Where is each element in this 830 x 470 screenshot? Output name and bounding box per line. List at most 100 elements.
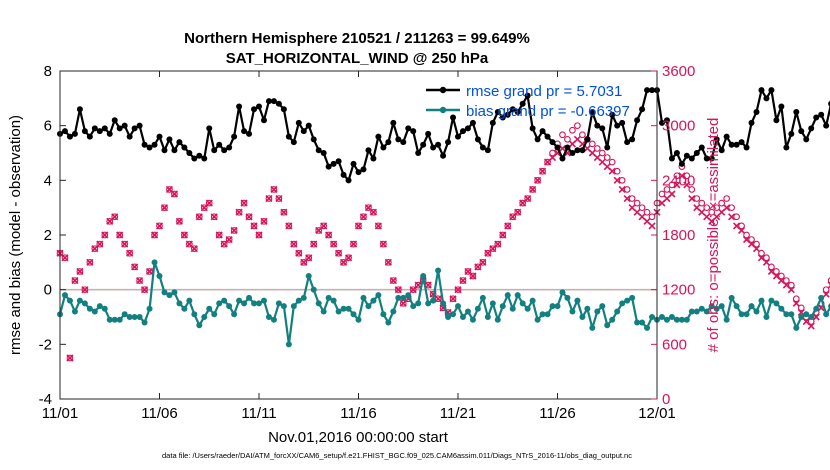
rmse-point bbox=[509, 106, 516, 113]
rmse-point bbox=[683, 152, 690, 159]
rmse-point bbox=[663, 117, 670, 124]
obs-possible-marker bbox=[603, 154, 611, 161]
obs-assimilated-marker bbox=[225, 235, 233, 244]
obs-possible-marker bbox=[668, 181, 676, 189]
bias-point bbox=[280, 303, 287, 310]
obs-assimilated-marker bbox=[369, 208, 377, 216]
bias-point bbox=[599, 303, 606, 310]
obs-assimilated-marker bbox=[623, 194, 631, 203]
bias-point bbox=[793, 324, 800, 331]
bias-point bbox=[624, 297, 631, 304]
rmse-point bbox=[440, 152, 447, 159]
rmse-point bbox=[410, 128, 417, 135]
bias-point bbox=[370, 297, 377, 304]
obs-possible-marker bbox=[200, 204, 208, 212]
bias-point bbox=[136, 314, 143, 320]
rmse-point bbox=[171, 147, 178, 154]
bias-point bbox=[748, 303, 755, 310]
obs-assimilated-marker bbox=[310, 240, 318, 248]
obs-assimilated-stroke bbox=[295, 249, 303, 257]
bias-point bbox=[455, 303, 461, 310]
obs-assimilated-stroke bbox=[782, 281, 790, 289]
obs-assimilated-stroke bbox=[504, 222, 512, 230]
obs-assimilated-stroke bbox=[290, 240, 298, 248]
rmse-point bbox=[300, 128, 307, 135]
obs-possible-marker bbox=[86, 258, 94, 266]
rmse-point bbox=[718, 147, 725, 154]
rmse-point bbox=[450, 114, 457, 121]
obs-assimilated-marker bbox=[265, 194, 273, 203]
rmse-point bbox=[514, 109, 521, 115]
rmse-point bbox=[818, 111, 825, 118]
obs-assimilated-marker bbox=[280, 208, 288, 216]
obs-possible-marker bbox=[375, 222, 382, 230]
rmse-point bbox=[400, 139, 407, 146]
bias-point bbox=[514, 292, 521, 299]
obs-assimilated-stroke bbox=[802, 317, 810, 326]
obs-possible-marker bbox=[564, 135, 571, 143]
obs-assimilated-stroke bbox=[230, 226, 238, 235]
obs-assimilated-stroke bbox=[628, 204, 636, 212]
bias-point bbox=[639, 319, 646, 326]
obs-assimilated-stroke bbox=[250, 222, 258, 230]
obs-assimilated-stroke bbox=[185, 240, 193, 248]
rmse-point bbox=[564, 144, 571, 151]
rmse-point bbox=[415, 150, 422, 156]
obs-possible-marker bbox=[559, 131, 566, 139]
bias-point bbox=[703, 308, 710, 315]
obs-assimilated-stroke bbox=[116, 231, 124, 239]
obs-possible-marker bbox=[240, 199, 248, 207]
obs-assimilated-marker bbox=[235, 208, 243, 216]
obs-possible-marker bbox=[449, 295, 457, 303]
rmse-point bbox=[579, 147, 586, 154]
bias-point bbox=[260, 297, 267, 304]
bias-point bbox=[385, 319, 392, 326]
obs-assimilated-stroke bbox=[364, 204, 373, 212]
rmse-point bbox=[823, 122, 830, 129]
obs-assimilated-marker bbox=[71, 276, 79, 285]
obs-assimilated-stroke bbox=[210, 213, 218, 221]
bias-point bbox=[499, 303, 506, 310]
obs-assimilated-marker bbox=[394, 286, 402, 294]
obs-assimilated-stroke bbox=[359, 213, 368, 221]
obs-possible-marker bbox=[161, 204, 168, 212]
rmse-point bbox=[469, 119, 476, 126]
obs-assimilated-stroke bbox=[270, 185, 278, 194]
rmse-point bbox=[430, 144, 437, 151]
obs-assimilated-marker bbox=[136, 276, 144, 285]
obs-assimilated-marker bbox=[618, 185, 626, 194]
rmse-point bbox=[325, 163, 332, 170]
y-axis-label-left: rmse and bias (model - observation) bbox=[7, 115, 24, 355]
x-tick-label: 11/06 bbox=[141, 405, 177, 422]
rmse-point bbox=[221, 147, 228, 154]
rmse-point bbox=[584, 136, 591, 143]
rmse-point bbox=[370, 155, 377, 162]
obs-assimilated-marker bbox=[608, 167, 616, 175]
rmse-point bbox=[569, 150, 576, 156]
obs-assimilated-marker bbox=[275, 194, 283, 203]
rmse-point bbox=[435, 141, 442, 148]
rmse-point bbox=[385, 139, 392, 146]
obs-possible-marker bbox=[593, 145, 601, 152]
obs-assimilated-marker bbox=[524, 194, 532, 203]
rmse-point bbox=[499, 114, 506, 121]
bias-point bbox=[86, 305, 93, 312]
obs-possible-marker bbox=[588, 140, 596, 148]
obs-possible-marker bbox=[265, 195, 273, 202]
y-tick-label-left: 0 bbox=[44, 282, 52, 299]
obs-assimilated-marker bbox=[66, 354, 74, 362]
rmse-point bbox=[614, 122, 621, 129]
obs-assimilated-stroke bbox=[792, 299, 800, 307]
bias-point bbox=[191, 311, 198, 318]
obs-assimilated-marker bbox=[111, 213, 119, 221]
rmse-point bbox=[151, 141, 158, 148]
bias-point bbox=[559, 289, 566, 296]
obs-possible-marker bbox=[255, 231, 263, 239]
bias-point bbox=[216, 300, 223, 307]
obs-possible-marker bbox=[126, 249, 133, 257]
rmse-point bbox=[634, 117, 641, 124]
y-axis-right: 0 600 1200 1800 2400 3000 3600 bbox=[651, 63, 695, 408]
obs-assimilated-stroke bbox=[633, 208, 641, 216]
obs-possible-marker bbox=[529, 186, 536, 193]
obs-possible-marker bbox=[514, 208, 522, 216]
